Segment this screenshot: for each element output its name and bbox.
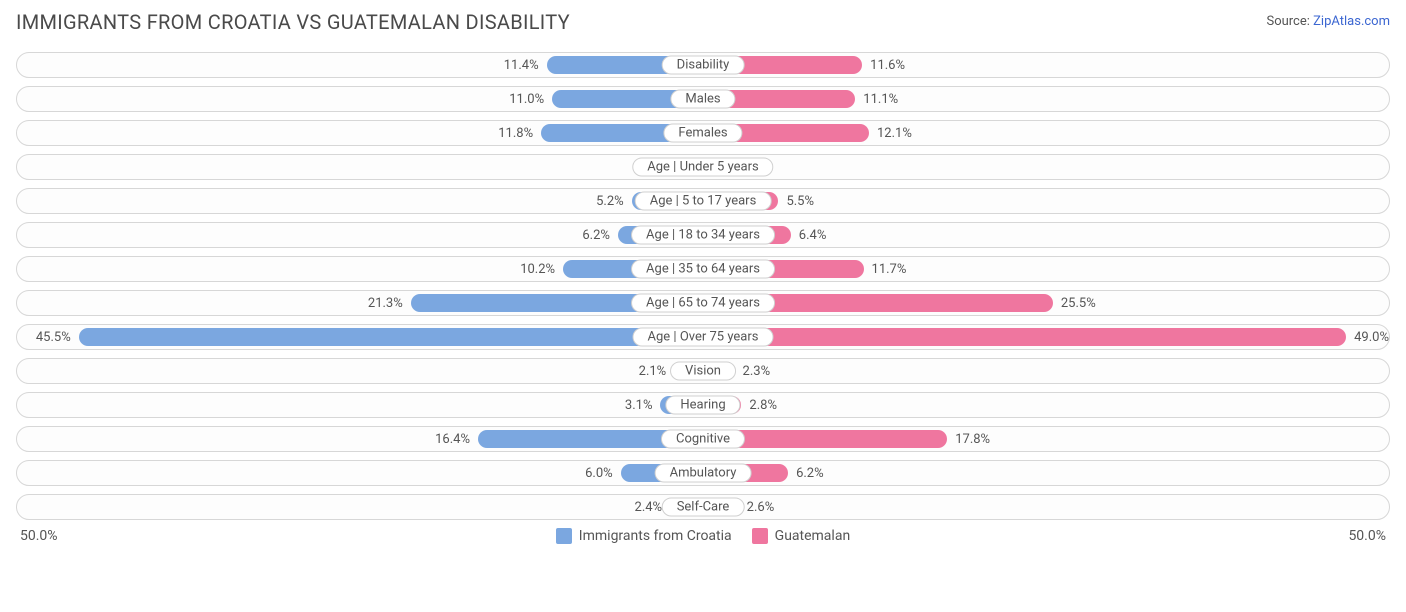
right-value-label: 2.8% (749, 398, 777, 413)
legend-label-right: Guatemalan (775, 528, 851, 544)
source-link[interactable]: ZipAtlas.com (1313, 14, 1390, 29)
left-value-label: 11.4% (504, 58, 539, 73)
chart-row: 1.3%1.2%Age | Under 5 years (16, 154, 1390, 180)
left-bar (79, 328, 703, 346)
right-value-label: 11.1% (863, 92, 898, 107)
category-pill: Self-Care (662, 498, 745, 517)
right-value-label: 2.3% (743, 364, 771, 379)
chart-row: 6.2% 6.4% Age | 18 to 34 years (16, 222, 1390, 248)
left-value-label: 45.5% (36, 330, 71, 345)
left-value-label: 6.0% (585, 466, 613, 481)
legend-label-left: Immigrants from Croatia (579, 528, 732, 544)
chart-row: 10.2% 11.7% Age | 35 to 64 years (16, 256, 1390, 282)
category-pill: Age | 65 to 74 years (631, 294, 775, 313)
right-value-label: 5.5% (786, 194, 814, 209)
left-value-label: 5.2% (596, 194, 624, 209)
axis-left-label: 50.0% (20, 528, 58, 544)
diverging-bar-chart: 11.4% 11.6% Disability 11.0% 11.1% Males 11.8%… (16, 52, 1390, 520)
category-pill: Vision (670, 362, 736, 381)
chart-row: 11.8% 12.1% Females (16, 120, 1390, 146)
chart-header: IMMIGRANTS FROM CROATIA VS GUATEMALAN DI… (16, 10, 1390, 34)
right-value-label: 11.7% (872, 262, 907, 277)
left-value-label: 21.3% (368, 296, 403, 311)
right-bar (703, 328, 1346, 346)
chart-row: 2.4% 2.6%Self-Care (16, 494, 1390, 520)
chart-row: 2.1% 2.3% Vision (16, 358, 1390, 384)
left-value-label: 11.8% (498, 126, 533, 141)
legend-swatch-left (556, 528, 572, 544)
category-pill: Females (663, 124, 742, 143)
left-value-label: 10.2% (520, 262, 555, 277)
chart-row: 21.3% 25.5% Age | 65 to 74 years (16, 290, 1390, 316)
source-label: Source: (1266, 14, 1313, 29)
chart-footer: 50.0% Immigrants from Croatia Guatemalan… (16, 528, 1390, 544)
category-pill: Disability (662, 56, 745, 75)
right-value-label: 49.0% (1354, 330, 1389, 345)
category-pill: Males (670, 90, 735, 109)
chart-legend: Immigrants from Croatia Guatemalan (58, 528, 1349, 544)
legend-item-left: Immigrants from Croatia (556, 528, 732, 544)
right-value-label: 17.8% (955, 432, 990, 447)
category-pill: Hearing (665, 396, 740, 415)
category-pill: Cognitive (661, 430, 745, 449)
legend-swatch-right (752, 528, 768, 544)
chart-row: 3.1% 2.8% Hearing (16, 392, 1390, 418)
left-value-label: 11.0% (509, 92, 544, 107)
left-value-label: 16.4% (435, 432, 470, 447)
right-value-label: 6.2% (796, 466, 824, 481)
category-pill: Ambulatory (655, 464, 752, 483)
chart-row: 11.4% 11.6% Disability (16, 52, 1390, 78)
chart-row: 11.0% 11.1% Males (16, 86, 1390, 112)
left-value-label: 3.1% (625, 398, 653, 413)
chart-row: 5.2% 5.5% Age | 5 to 17 years (16, 188, 1390, 214)
left-value-label: 2.4% (635, 500, 663, 515)
axis-right-label: 50.0% (1348, 528, 1386, 544)
legend-item-right: Guatemalan (752, 528, 851, 544)
category-pill: Age | 18 to 34 years (631, 226, 775, 245)
chart-row: 6.0% 6.2% Ambulatory (16, 460, 1390, 486)
chart-source: Source: ZipAtlas.com (1266, 14, 1390, 29)
chart-title: IMMIGRANTS FROM CROATIA VS GUATEMALAN DI… (16, 10, 570, 34)
category-pill: Age | 35 to 64 years (631, 260, 775, 279)
category-pill: Age | 5 to 17 years (635, 192, 772, 211)
right-value-label: 2.6% (747, 500, 775, 515)
left-value-label: 6.2% (582, 228, 610, 243)
right-value-label: 12.1% (877, 126, 912, 141)
category-pill: Age | Under 5 years (632, 158, 773, 177)
right-value-label: 6.4% (799, 228, 827, 243)
right-value-label: 11.6% (870, 58, 905, 73)
category-pill: Age | Over 75 years (633, 328, 774, 347)
chart-row: 16.4% 17.8% Cognitive (16, 426, 1390, 452)
left-value-label: 2.1% (639, 364, 667, 379)
right-value-label: 25.5% (1061, 296, 1096, 311)
chart-row: 45.5% 49.0% Age | Over 75 years (16, 324, 1390, 350)
